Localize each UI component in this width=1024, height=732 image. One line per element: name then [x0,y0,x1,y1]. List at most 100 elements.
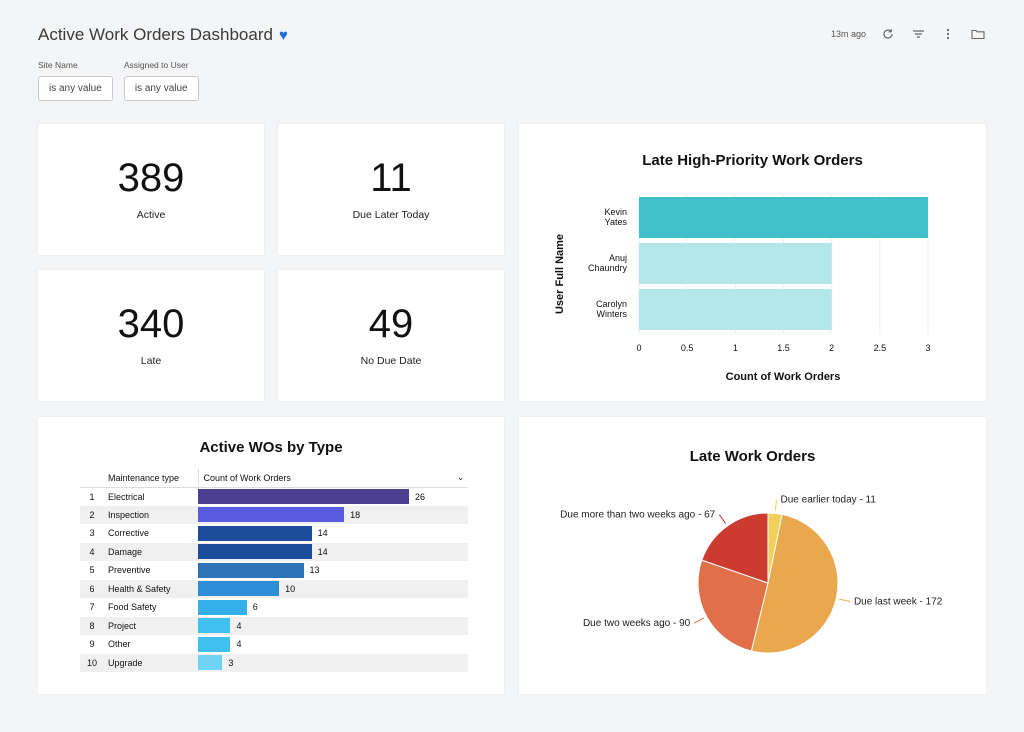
kpi-label: Active [136,209,166,221]
y-axis-label: User Full Name [554,234,566,314]
maintenance-type-cell: Project [104,616,198,635]
bar[interactable] [639,289,832,330]
bar-value-label: 26 [415,491,426,502]
maintenance-type-cell: Preventive [108,565,151,576]
x-tick-label: 1 [733,343,738,353]
bar-value-label: 6 [252,602,258,613]
filter-bar: Site Name is any value Assigned to User … [38,60,199,101]
maintenance-type-cell: Corrective [108,528,150,539]
last-updated-label: 13m ago [830,29,866,39]
count-cell: 4 [198,616,468,635]
count-cell: 26 [198,487,468,506]
table-row[interactable]: 6 Health & Safety 10 [80,579,468,598]
kpi-label: Due Later Today [352,209,430,221]
kpi-label: No Due Date [360,355,422,367]
filter-label: Assigned to User [123,60,189,70]
more-vertical-icon[interactable] [940,26,956,42]
y-tick-label: Carolyn [596,299,627,309]
late-high-priority-card: Late High-Priority Work Orders 0 0.5 1 1.5 2… [519,124,986,401]
kpi-no-due-date[interactable]: 49 No Due Date [278,270,504,401]
bar [198,507,345,523]
bar-value-label: 3 [228,657,234,668]
bar [198,636,231,652]
count-cell: 14 [198,542,468,561]
chart-title: Active WOs by Type [199,439,343,456]
filter-label: Site Name [38,60,78,70]
table-row[interactable]: 7 Food Safety 6 [80,598,468,617]
pie-slice[interactable] [697,559,769,652]
row-number: 8 [80,616,104,635]
x-tick-label: 1.5 [777,343,790,353]
row-number: 7 [89,602,95,613]
kpi-value: 11 [370,156,412,200]
chevron-down-icon[interactable]: ⌄ [457,472,464,482]
count-cell: 14 [198,524,468,543]
table-row[interactable]: 10 Upgrade 3 [80,653,468,672]
count-cell: 6 [198,598,468,617]
maintenance-type-cell: Food Safety [108,602,157,613]
pie-slice[interactable] [701,512,769,584]
wos-by-type-table: Maintenance type Count of Work Orders ⌄ 1… [80,469,468,672]
filter-icon[interactable] [910,26,926,42]
leader-line [774,499,778,511]
slice-label: Due earlier today - 11 [781,494,877,505]
table-row[interactable]: 4 Damage 14 [80,542,468,561]
assigned-user-filter-button[interactable]: is any value [123,76,199,101]
chart-title: Late Work Orders [689,448,816,465]
bar-value-label: 18 [350,509,361,520]
x-tick-label: 0.5 [681,343,694,353]
maintenance-type-cell: Inspection [104,505,198,524]
filter-assigned-user: Assigned to User is any value [123,60,199,101]
table-row[interactable]: 1 Electrical 26 [80,487,468,506]
slice-label: Due more than two weeks ago - 67 [560,510,716,521]
x-tick-label: 2.5 [874,343,887,353]
bar-value-label: 14 [317,528,328,539]
row-number: 4 [80,542,104,561]
site-name-filter-button[interactable]: is any value [38,76,113,101]
column-header-count[interactable]: Count of Work Orders ⌄ [198,469,468,488]
row-number: 1 [89,491,95,502]
bar-value-label: 13 [309,565,320,576]
count-cell: 4 [198,635,468,654]
column-header-maintenance-type[interactable]: Maintenance type [104,469,199,488]
table-row[interactable]: 3 Corrective 14 [80,524,468,543]
maintenance-type-cell: Electrical [108,491,145,502]
folder-icon[interactable] [970,26,986,42]
maintenance-type-cell: Health & Safety [104,579,198,598]
slice-label: Due last week - 172 [854,596,943,607]
kpi-late[interactable]: 340 Late [38,270,264,401]
kpi-value: 340 [117,302,185,346]
y-tick-label: Yates [605,217,628,227]
kpi-due-later-today[interactable]: 11 Due Later Today [278,124,504,255]
pie-slice[interactable] [750,513,839,654]
bar[interactable] [639,197,928,238]
bar[interactable] [639,243,832,284]
y-tick-label: Anuj [609,253,627,263]
count-cell: 18 [198,505,468,524]
kpi-active[interactable]: 389 Active [38,124,264,255]
bar-value-label: 14 [317,546,328,557]
heart-icon[interactable]: ♥ [278,26,288,44]
x-tick-label: 3 [925,343,930,353]
bar [198,489,409,504]
bar [198,655,223,671]
count-cell: 13 [198,561,468,580]
table-row[interactable]: 8 Project 4 [80,616,468,635]
count-cell: 3 [198,653,468,672]
bar-value-label: 4 [236,620,242,631]
row-number: 3 [89,528,95,539]
toolbar: 13m ago [831,26,986,42]
refresh-icon[interactable] [880,26,896,42]
slice-label: Due two weeks ago - 90 [583,618,691,629]
late-work-orders-pie: Due earlier today - 11 Due last week - 17… [560,494,943,654]
page-title: Active Work Orders Dashboard [38,25,273,44]
table-row[interactable]: 5 Preventive 13 [80,561,468,580]
column-header-count-label: Count of Work Orders [203,472,291,483]
table-row[interactable]: 2 Inspection 18 [80,505,468,524]
count-cell: 10 [198,579,468,598]
maintenance-type-cell: Upgrade [104,653,198,672]
table-row[interactable]: 9 Other 4 [80,635,468,654]
bar [198,562,304,578]
leader-line [718,514,727,524]
